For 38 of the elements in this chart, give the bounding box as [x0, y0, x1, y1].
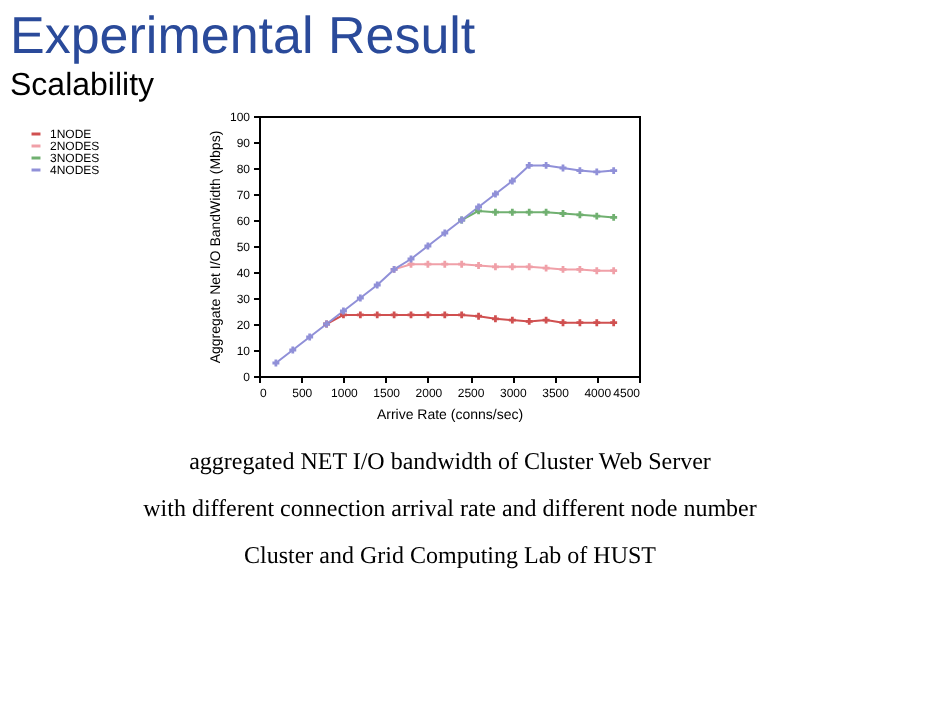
- point: [593, 212, 601, 220]
- point: [508, 208, 516, 216]
- point: [576, 211, 584, 219]
- point: [610, 267, 618, 275]
- point: [424, 260, 432, 268]
- point: [491, 315, 499, 323]
- point: [525, 161, 533, 169]
- point: [610, 319, 618, 327]
- chart-title: Experimental Result: [10, 5, 477, 65]
- point: [441, 311, 449, 319]
- point: [593, 267, 601, 275]
- point: [475, 262, 483, 269]
- chart-subtitle: Scalability: [10, 69, 155, 103]
- text: aggregated NET I/O bandwidth of Cluster Web Server: [189, 447, 711, 476]
- point: [373, 311, 381, 319]
- point: [508, 316, 516, 324]
- point: [525, 263, 533, 271]
- point: [458, 311, 466, 319]
- point: [576, 319, 584, 327]
- point: [610, 213, 618, 221]
- point: [441, 260, 449, 268]
- point: [475, 312, 483, 320]
- point: [576, 167, 584, 175]
- point: [593, 168, 601, 176]
- point: [525, 317, 533, 325]
- point: [542, 161, 550, 169]
- point: [508, 263, 516, 271]
- point: [491, 263, 499, 271]
- point: [593, 319, 601, 327]
- text: with different connection arrival rate and different node number: [143, 494, 757, 522]
- point: [491, 208, 499, 216]
- point: [458, 260, 466, 268]
- point: [356, 311, 364, 319]
- point: [610, 167, 618, 175]
- point: [525, 208, 533, 216]
- text: Cluster and Grid Computing Lab of HUST: [244, 540, 658, 569]
- point: [576, 265, 584, 273]
- point: [542, 208, 550, 216]
